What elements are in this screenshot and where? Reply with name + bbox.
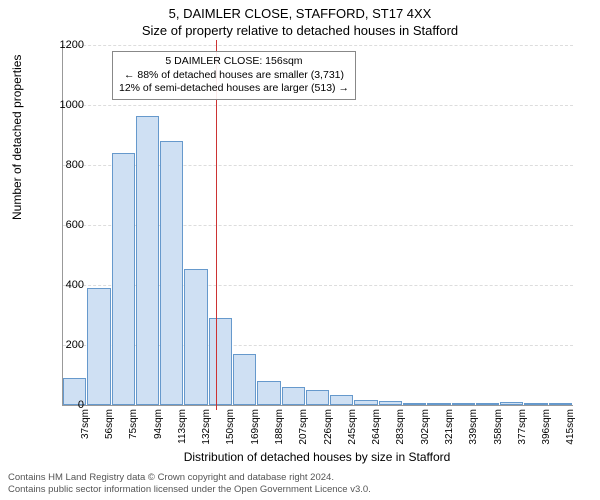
annotation-line-2: ← 88% of detached houses are smaller (3,… [119,69,349,83]
x-tick-label: 358sqm [493,409,504,445]
y-tick-label: 800 [44,159,84,171]
histogram-bar [524,403,547,405]
x-tick-label: 396sqm [541,409,552,445]
histogram-bar [330,395,353,405]
y-tick-label: 1200 [44,39,84,51]
footer-line-2: Contains public sector information licen… [8,484,371,496]
x-tick-label: 302sqm [420,409,431,445]
histogram-bar [160,141,183,405]
histogram-bar [209,318,232,405]
x-tick-label: 188sqm [274,409,285,445]
x-tick-label: 321sqm [444,409,455,445]
x-tick-label: 226sqm [323,409,334,445]
histogram-bar [476,403,499,405]
footer-attribution: Contains HM Land Registry data © Crown c… [8,472,371,496]
histogram-bar [184,269,207,406]
page-title: 5, DAIMLER CLOSE, STAFFORD, ST17 4XX [0,0,600,21]
x-axis-label: Distribution of detached houses by size … [62,450,572,464]
histogram-bar [452,403,475,405]
annotation-line-1: 5 DAIMLER CLOSE: 156sqm [119,55,349,69]
x-tick-label: 113sqm [177,409,188,445]
y-axis-label: Number of detached properties [10,55,24,220]
x-tick-label: 37sqm [80,409,91,445]
x-tick-label: 339sqm [468,409,479,445]
x-tick-label: 169sqm [250,409,261,445]
histogram-bar [549,403,572,405]
x-tick-label: 94sqm [153,409,164,445]
x-tick-label: 415sqm [565,409,576,445]
histogram-bar [379,401,402,405]
histogram-bar [87,288,110,405]
x-tick-label: 377sqm [517,409,528,445]
histogram-bar [257,381,280,405]
y-tick-label: 1000 [44,99,84,111]
grid-line [63,45,573,46]
histogram-bar [282,387,305,405]
x-tick-label: 283sqm [395,409,406,445]
y-tick-label: 600 [44,219,84,231]
x-tick-label: 207sqm [298,409,309,445]
histogram-bar [136,116,159,406]
histogram-bar [112,153,135,405]
x-tick-label: 150sqm [225,409,236,445]
page-subtitle: Size of property relative to detached ho… [0,21,600,38]
histogram-bar [500,402,523,405]
grid-line [63,105,573,106]
footer-line-1: Contains HM Land Registry data © Crown c… [8,472,371,484]
annotation-box: 5 DAIMLER CLOSE: 156sqm ← 88% of detache… [112,51,356,100]
chart-area: 5 DAIMLER CLOSE: 156sqm ← 88% of detache… [62,45,572,405]
x-tick-label: 245sqm [347,409,358,445]
x-tick-label: 132sqm [201,409,212,445]
annotation-line-3: 12% of semi-detached houses are larger (… [119,82,349,96]
histogram-bar [306,390,329,405]
y-tick-label: 0 [44,399,84,411]
x-tick-label: 56sqm [104,409,115,445]
histogram-bar [354,400,377,405]
histogram-bar [403,403,426,405]
histogram-bar [233,354,256,405]
y-tick-label: 400 [44,279,84,291]
histogram-bar [427,403,450,405]
x-tick-label: 264sqm [371,409,382,445]
y-tick-label: 200 [44,339,84,351]
x-tick-label: 75sqm [128,409,139,445]
